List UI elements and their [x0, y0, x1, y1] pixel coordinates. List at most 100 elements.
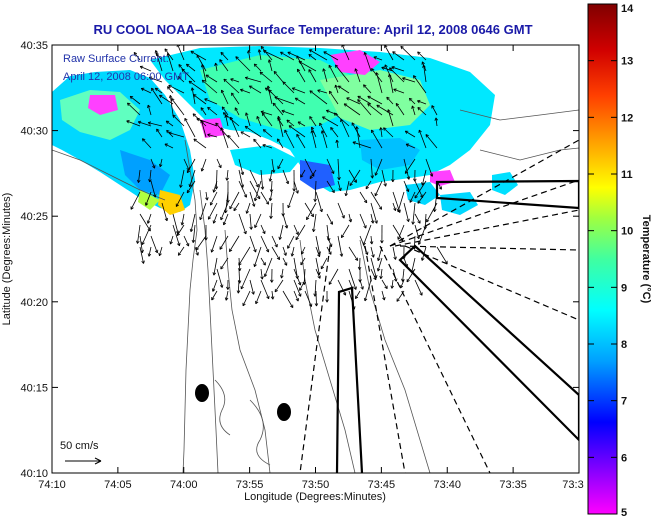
current-vector-head: [417, 100, 420, 104]
current-vector: [284, 129, 295, 149]
scale-arrow: [65, 457, 102, 465]
current-vector: [220, 202, 229, 221]
current-vector-head: [408, 218, 410, 222]
current-vector: [212, 279, 218, 292]
current-vector-head: [253, 197, 256, 201]
current-vector-head: [322, 68, 324, 72]
current-vector: [405, 130, 416, 138]
current-vector-head: [374, 220, 378, 224]
current-vector-head: [321, 208, 323, 212]
current-vector-head: [277, 166, 281, 170]
current-vector: [171, 98, 185, 116]
current-vector-head: [322, 116, 325, 120]
current-vector-head: [267, 85, 271, 89]
current-vector-head: [338, 188, 341, 191]
current-vector-head: [392, 179, 395, 183]
current-vector-head: [177, 76, 182, 78]
current-vector: [414, 213, 421, 224]
current-vector-head: [337, 85, 341, 89]
current-vector: [425, 134, 438, 149]
current-vector-head: [189, 228, 192, 232]
current-vector-head: [280, 275, 282, 279]
current-vector: [249, 191, 255, 207]
current-vector-head: [367, 96, 370, 99]
current-vector: [293, 180, 299, 194]
current-vector: [208, 202, 218, 220]
current-vector-head: [158, 252, 160, 256]
current-vector-head: [181, 68, 185, 71]
current-vector-head: [186, 63, 190, 66]
current-vector: [388, 74, 394, 94]
current-vector-head: [295, 190, 299, 194]
current-vector-head: [401, 278, 403, 282]
current-vector: [253, 138, 262, 149]
current-vector-head: [177, 243, 180, 247]
current-vector: [272, 102, 284, 116]
current-vector-head: [212, 189, 214, 193]
current-vector-head: [189, 184, 193, 188]
current-vector-head: [293, 188, 296, 192]
current-vector-head: [417, 51, 419, 55]
colorbar-tick-label: 5: [621, 507, 627, 519]
current-vector: [287, 51, 306, 61]
current-vector-head: [239, 280, 242, 284]
current-vector-head: [137, 121, 141, 125]
current-vector-head: [352, 141, 356, 143]
current-vector-head: [317, 89, 321, 91]
current-vector: [355, 290, 361, 299]
current-vector: [337, 279, 346, 296]
current-vector-head: [253, 138, 257, 141]
current-vector-head: [181, 68, 184, 73]
current-vector: [341, 224, 350, 238]
current-vector-head: [140, 88, 144, 92]
current-vector: [326, 235, 332, 247]
current-vector: [337, 180, 342, 191]
current-vector: [384, 45, 394, 61]
current-vector: [215, 169, 218, 190]
current-vector: [328, 268, 339, 285]
current-vector: [352, 141, 372, 149]
current-vector: [220, 257, 229, 270]
colorbar-tick-label: 6: [621, 452, 627, 464]
current-vector: [196, 118, 218, 127]
current-vector: [381, 169, 387, 187]
current-vector-head: [334, 84, 336, 89]
current-vector-head: [164, 218, 168, 222]
current-vector-head: [240, 89, 243, 93]
current-vector: [183, 158, 190, 171]
current-vector-head: [235, 56, 239, 58]
current-vector-head: [147, 104, 151, 108]
current-vector-head: [141, 138, 144, 142]
current-vector-head: [244, 126, 247, 130]
current-vector: [376, 104, 394, 116]
current-vector: [271, 290, 274, 300]
current-vector-head: [277, 138, 281, 141]
current-vector: [245, 112, 251, 127]
current-vector-head: [274, 244, 278, 248]
current-vector-head: [341, 235, 345, 239]
current-vector-head: [259, 71, 262, 75]
current-vector-head: [190, 229, 194, 233]
current-vector: [315, 268, 321, 279]
current-vector-head: [215, 62, 218, 66]
current-vector: [298, 60, 317, 72]
current-vector-head: [177, 230, 180, 234]
current-vector-head: [166, 53, 168, 57]
current-vector: [414, 180, 424, 198]
current-vector-head: [406, 176, 410, 180]
y-tick-label: 40:20: [20, 297, 48, 309]
x-tick-label: 74:10: [38, 479, 66, 491]
current-vector-head: [280, 52, 283, 55]
current-vector: [296, 55, 306, 72]
current-vector-head: [192, 113, 197, 115]
current-vector-head: [438, 187, 442, 190]
current-vector-head: [320, 130, 323, 134]
current-vector-head: [159, 253, 162, 257]
current-vector: [196, 54, 207, 72]
current-vector-head: [267, 59, 270, 63]
current-vector-head: [136, 240, 138, 244]
current-vector: [229, 191, 240, 210]
current-vector: [326, 158, 335, 174]
current-vector-head: [247, 50, 249, 54]
current-vector: [216, 158, 222, 168]
